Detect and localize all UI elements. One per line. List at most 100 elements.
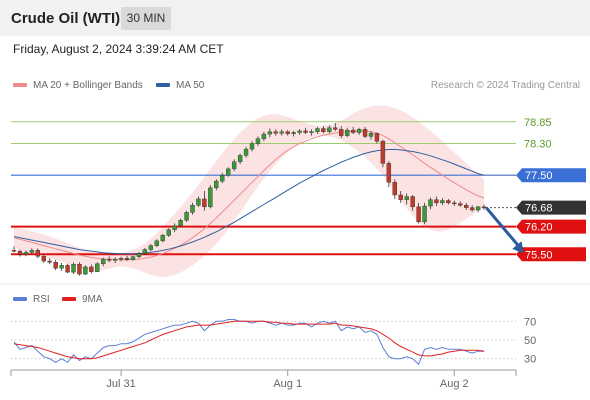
legend-ma50-label: MA 50 — [176, 80, 205, 91]
bollinger-band-layer — [14, 105, 485, 278]
candle-body — [35, 250, 40, 257]
timeframe-button[interactable]: 30 MIN — [121, 7, 171, 30]
report-datetime: Friday, August 2, 2024 3:39:24 AM CET — [13, 42, 224, 56]
legend-ma20-label: MA 20 + Bollinger Bands — [33, 80, 143, 91]
candle-body — [410, 196, 415, 208]
candle-body — [220, 174, 225, 182]
level-lines-layer — [11, 121, 516, 256]
candle-body — [71, 264, 76, 273]
rsi-9ma-line — [13, 320, 485, 360]
candle-body — [47, 260, 52, 263]
candle-body — [17, 250, 23, 255]
legend-9ma-swatch — [62, 297, 76, 302]
candle-body — [59, 265, 64, 269]
candle-body — [303, 130, 308, 133]
candle-body — [434, 199, 439, 204]
rsi-tick-70: 70 — [524, 316, 536, 328]
legend-rsi-label: RSI — [33, 294, 50, 305]
candle-body — [77, 264, 82, 275]
candle-body — [315, 128, 320, 132]
candle-body — [446, 200, 451, 204]
candle-body — [273, 131, 278, 134]
candle-body — [65, 265, 70, 273]
candle-body — [106, 258, 112, 261]
candle-body — [386, 163, 392, 183]
candle-body — [428, 199, 433, 207]
level-label-75.50: 75.50 — [525, 249, 553, 261]
candle-body — [190, 205, 195, 213]
legend-rsi: RSI — [13, 294, 50, 305]
candle-body — [464, 205, 469, 208]
candle-body — [297, 130, 302, 133]
level-label-78.30: 78.30 — [524, 139, 552, 151]
candle-body — [136, 253, 142, 257]
candle-body — [112, 258, 118, 261]
candle-body — [154, 240, 160, 246]
candle-body — [172, 225, 177, 230]
candle-body — [458, 203, 463, 206]
candle-body — [184, 212, 189, 221]
legend-ma50-swatch — [156, 83, 170, 88]
candle-body — [279, 131, 284, 134]
level-label-76.68: 76.68 — [525, 203, 553, 215]
candle-body — [350, 129, 356, 133]
candle-body — [416, 206, 421, 223]
candle-body — [160, 235, 165, 242]
candle-body — [89, 266, 94, 272]
candle-body — [345, 129, 350, 136]
level-label-78.85: 78.85 — [524, 117, 552, 129]
candle-body — [95, 263, 100, 272]
level-labels-layer: 78.85 78.30 77.50 76.68 76.20 75.50 — [516, 117, 586, 262]
candle-body — [255, 138, 261, 144]
level-tag-76.20 — [516, 219, 586, 234]
candle-body — [362, 129, 368, 137]
candle-body — [321, 128, 326, 132]
candle-body — [392, 182, 397, 196]
ma50-line — [13, 149, 485, 255]
rsi-tick-30: 30 — [524, 354, 536, 366]
rsi-line — [13, 319, 485, 366]
candle-body — [368, 133, 374, 137]
candle-body — [422, 205, 427, 223]
candle-body — [124, 258, 130, 261]
candle-body — [243, 148, 249, 156]
candle-body — [356, 129, 362, 133]
candle-body — [309, 131, 314, 133]
candle-body — [196, 198, 201, 206]
candle-body — [29, 250, 35, 253]
chart-header: Crude Oil (WTI) 30 MIN — [0, 0, 590, 36]
legend-ma20: MA 20 + Bollinger Bands — [13, 80, 143, 91]
legend-9ma: 9MA — [62, 294, 103, 305]
candle-body — [237, 155, 243, 162]
candle-body — [208, 187, 213, 208]
candle-body — [481, 206, 487, 209]
candle-body — [118, 258, 124, 260]
candles-layer — [11, 122, 487, 276]
legend-ma50: MA 50 — [156, 80, 204, 91]
forecast-arrow-layer — [485, 207, 524, 254]
candle-body — [166, 229, 171, 236]
level-tag-75.50 — [516, 247, 586, 262]
candle-body — [440, 200, 445, 204]
candle-body — [53, 262, 58, 269]
candle-body — [225, 168, 231, 176]
candle-body — [231, 161, 237, 170]
candle-body — [285, 131, 290, 134]
candle-body — [267, 131, 273, 135]
candle-body — [214, 180, 219, 189]
credit-text: Research © 2024 Trading Central — [430, 80, 580, 91]
rsi-tick-50: 50 — [524, 335, 536, 347]
candle-body — [374, 133, 380, 142]
candle-body — [83, 266, 88, 275]
candle-body — [380, 140, 386, 164]
bollinger-band-area — [14, 105, 485, 278]
level-tag-77.50 — [516, 168, 586, 183]
candle-body — [249, 143, 255, 150]
candle-body — [101, 258, 106, 265]
candle-body — [142, 249, 148, 254]
candle-body — [11, 250, 17, 252]
instrument-title: Crude Oil (WTI) — [11, 10, 121, 27]
legend-9ma-label: 9MA — [82, 294, 103, 305]
moving-averages-layer — [13, 130, 485, 261]
candle-body — [23, 252, 29, 255]
